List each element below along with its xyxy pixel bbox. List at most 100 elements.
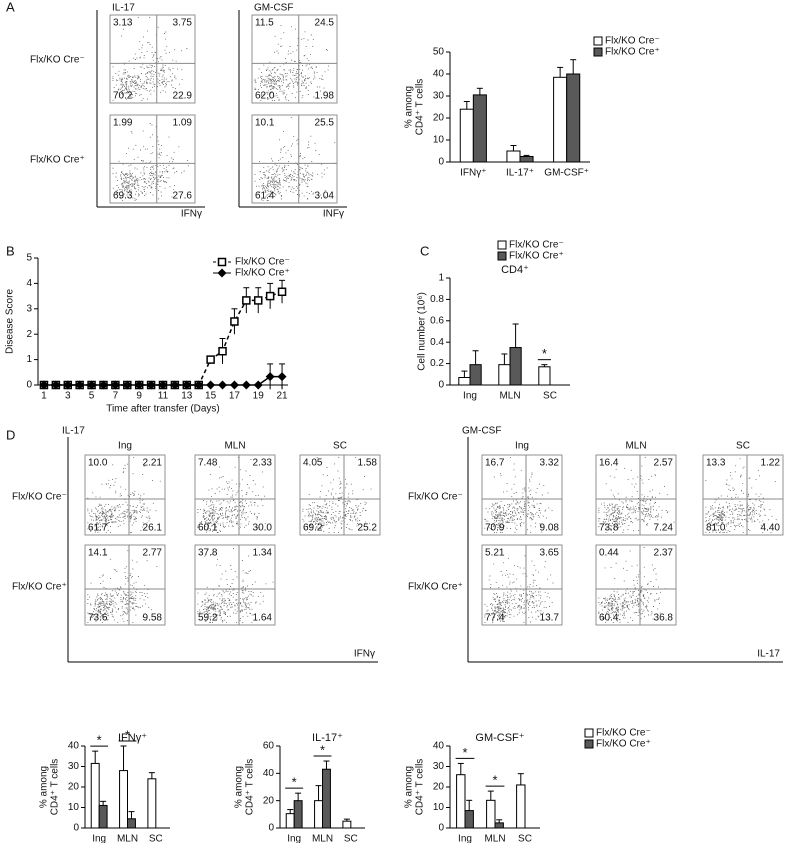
quadrant-value: 73.6	[88, 613, 108, 624]
point	[218, 380, 228, 390]
event-dots	[254, 24, 329, 101]
y-axis-label: % among	[404, 766, 415, 808]
event-dots	[87, 550, 158, 624]
y-tick-label: 40	[68, 741, 80, 752]
point	[110, 380, 120, 390]
quadrant-value: 1.99	[113, 118, 133, 129]
y-axis-label: CD4⁺ T cells	[50, 759, 61, 816]
bar	[98, 804, 108, 829]
row-label: Flx/KO Cre⁺	[30, 155, 85, 166]
quadrant-value: 70.9	[485, 523, 505, 534]
point	[253, 296, 263, 305]
column-label: Ing	[515, 441, 529, 452]
flow-x-label: IL-17	[757, 649, 780, 660]
y-tick-label: 0.8	[430, 294, 444, 305]
x-tick-label: 5	[89, 391, 95, 402]
y-tick-label: 10	[68, 802, 80, 813]
y-axis-label: % among	[39, 766, 50, 808]
event-dots	[112, 17, 188, 101]
bar	[472, 94, 487, 163]
quadrant-value: 10.0	[88, 458, 108, 469]
quadrant-value: 36.8	[654, 613, 674, 624]
point	[253, 380, 263, 390]
significance-mark: *	[125, 727, 130, 742]
flow-x-label: IFNγ	[181, 209, 202, 220]
legend-marker	[217, 268, 227, 278]
point	[230, 317, 239, 326]
x-tick-label: SC	[543, 391, 557, 402]
significance-mark: *	[542, 346, 547, 361]
legend-label: Flx/KO Cre⁺	[235, 268, 290, 279]
x-tick-label: MLN	[312, 834, 333, 843]
x-tick-label: 19	[253, 391, 265, 402]
x-axis-label: Time after transfer (Days)	[106, 404, 220, 415]
quadrant-value: 3.32	[540, 458, 560, 469]
y-tick-label: 20	[263, 795, 275, 806]
y-tick-label: 20	[433, 782, 445, 793]
point	[170, 380, 180, 390]
quadrant-value: 7.48	[198, 458, 218, 469]
bar	[119, 770, 128, 829]
column-label: SC	[736, 441, 750, 452]
quadrant-value: 27.6	[173, 191, 193, 202]
y-tick-label: 0	[438, 157, 444, 168]
quadrant-value: 59.2	[198, 613, 218, 624]
y-tick-label: 0.6	[430, 315, 444, 326]
column-label: MLN	[224, 441, 245, 452]
y-tick-label: 1	[26, 354, 32, 365]
x-tick-label: 11	[158, 391, 169, 402]
point	[277, 287, 287, 297]
legend-swatch	[584, 739, 594, 749]
chart-title: CD4⁺	[501, 264, 529, 276]
flow-plot-frame	[109, 114, 196, 204]
bar	[498, 364, 511, 386]
y-tick-label: 20	[433, 113, 445, 124]
y-axis-label: Cell number (10⁶)	[417, 292, 428, 371]
x-tick-label: MLN	[117, 834, 138, 843]
quadrant-value: 7.24	[654, 523, 674, 534]
bar	[458, 377, 471, 386]
quadrant-value: 24.5	[315, 18, 335, 29]
x-tick-label: 17	[229, 391, 241, 402]
y-tick-label: 2	[26, 329, 32, 340]
quadrant-value: 2.57	[654, 458, 674, 469]
quadrant-value: 81.0	[706, 523, 726, 534]
point	[122, 380, 132, 390]
quadrant-value: 9.58	[143, 613, 163, 624]
panel-letter: C	[420, 243, 429, 258]
event-dots	[197, 456, 266, 534]
significance-mark: *	[97, 733, 102, 748]
column-label: MLN	[625, 441, 646, 452]
legend-label: Flx/KO Cre⁻	[605, 36, 660, 47]
event-dots	[197, 547, 274, 624]
point	[194, 380, 204, 390]
event-dots	[87, 456, 161, 534]
quadrant-value: 60.4	[599, 613, 619, 624]
quadrant-value: 13.7	[540, 613, 560, 624]
quadrant-value: 1.34	[253, 548, 273, 559]
quadrant-value: 1.09	[173, 118, 193, 129]
row-label: Flx/KO Cre⁻	[30, 55, 85, 66]
quadrant-value: 69.2	[303, 523, 323, 534]
y-tick-label: 60	[263, 741, 275, 752]
point	[206, 355, 215, 364]
quadrant-value: 5.21	[485, 548, 505, 559]
point	[265, 291, 275, 301]
legend-label: Flx/KO Cre⁺	[596, 739, 651, 750]
legend-swatch	[497, 251, 507, 261]
bar	[464, 810, 474, 829]
quadrant-value: 11.5	[255, 18, 274, 29]
legend-swatch	[593, 47, 603, 57]
y-tick-label: 1	[438, 273, 444, 284]
point	[242, 296, 251, 305]
flow-plot-frame	[481, 544, 563, 626]
row-label: Flx/KO Cre⁺	[408, 582, 463, 593]
point	[63, 380, 73, 390]
point	[146, 380, 156, 390]
legend-label: Flx/KO Cre⁻	[596, 728, 651, 739]
x-tick-label: 9	[136, 391, 142, 402]
legend-label: Flx/KO Cre⁻	[509, 240, 564, 251]
quadrant-value: 16.7	[485, 458, 505, 469]
event-dots	[598, 456, 675, 534]
